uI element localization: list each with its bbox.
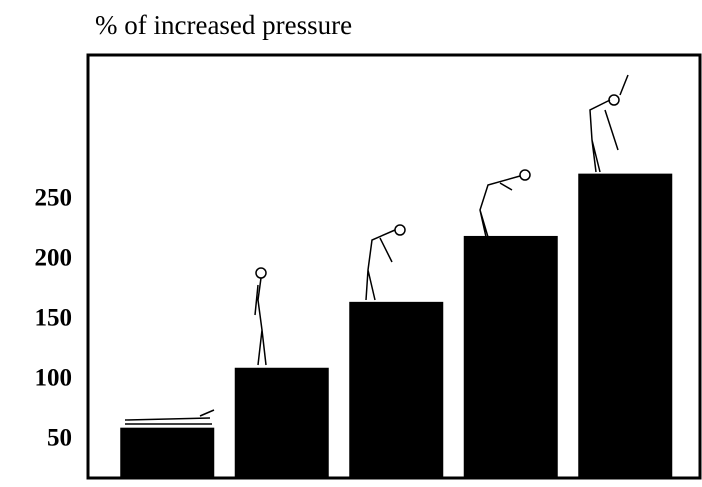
bar xyxy=(464,236,558,478)
chart-title: % of increased pressure xyxy=(95,10,352,40)
y-tick-label: 200 xyxy=(35,245,73,272)
y-tick-label: 250 xyxy=(35,185,73,212)
lying-figure xyxy=(125,410,214,424)
standing-figure xyxy=(255,278,266,365)
y-tick-label: 50 xyxy=(47,424,72,451)
y-tick-label: 150 xyxy=(35,305,73,332)
bending-figure xyxy=(366,230,395,300)
bar xyxy=(349,302,443,478)
bar xyxy=(120,428,214,478)
standing-head xyxy=(256,268,266,278)
bending-head xyxy=(395,225,405,235)
bending-figure xyxy=(480,176,520,237)
lifting-figure xyxy=(590,75,628,172)
lifting-head xyxy=(609,95,619,105)
bar xyxy=(578,174,672,478)
bending-head xyxy=(520,170,530,180)
chart: % of increased pressure 50 100 150 200 250 xyxy=(0,0,702,487)
y-tick-label: 100 xyxy=(35,364,73,391)
bar xyxy=(235,368,329,478)
